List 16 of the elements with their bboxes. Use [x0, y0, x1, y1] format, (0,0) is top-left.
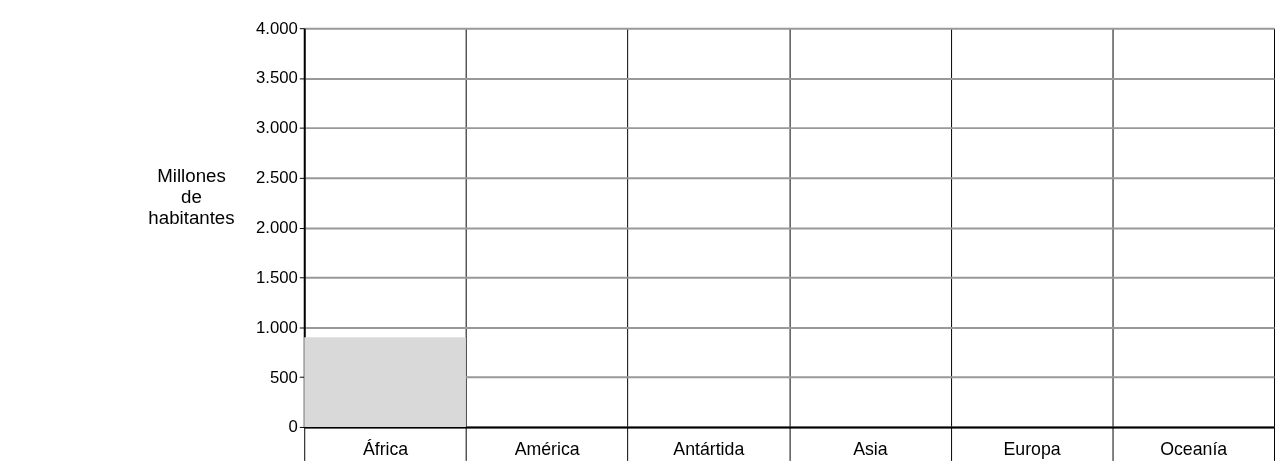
x-tick-label: África [362, 439, 409, 460]
x-tick-label: América [514, 439, 580, 460]
x-tick-label: Antártida [673, 439, 745, 460]
y-tick-label: 3.500 [255, 68, 298, 88]
y-tick-label: 3.000 [255, 118, 298, 138]
y-tick-label: 1.500 [255, 267, 298, 287]
y-tick-label: 1.000 [255, 317, 298, 337]
y-tick-label: 0 [288, 417, 298, 437]
y-tick-label: 2.500 [255, 168, 298, 188]
y-tick-label: 4.000 [255, 18, 298, 38]
y-tick-label: 500 [269, 367, 298, 387]
y-axis-title: Millones de habitantes [148, 165, 235, 228]
x-tick-label: Oceanía [1160, 439, 1228, 460]
y-tick-label: 2.000 [255, 217, 298, 237]
x-tick-label: Europa [1003, 439, 1061, 460]
x-tick-label: Asia [853, 439, 888, 460]
